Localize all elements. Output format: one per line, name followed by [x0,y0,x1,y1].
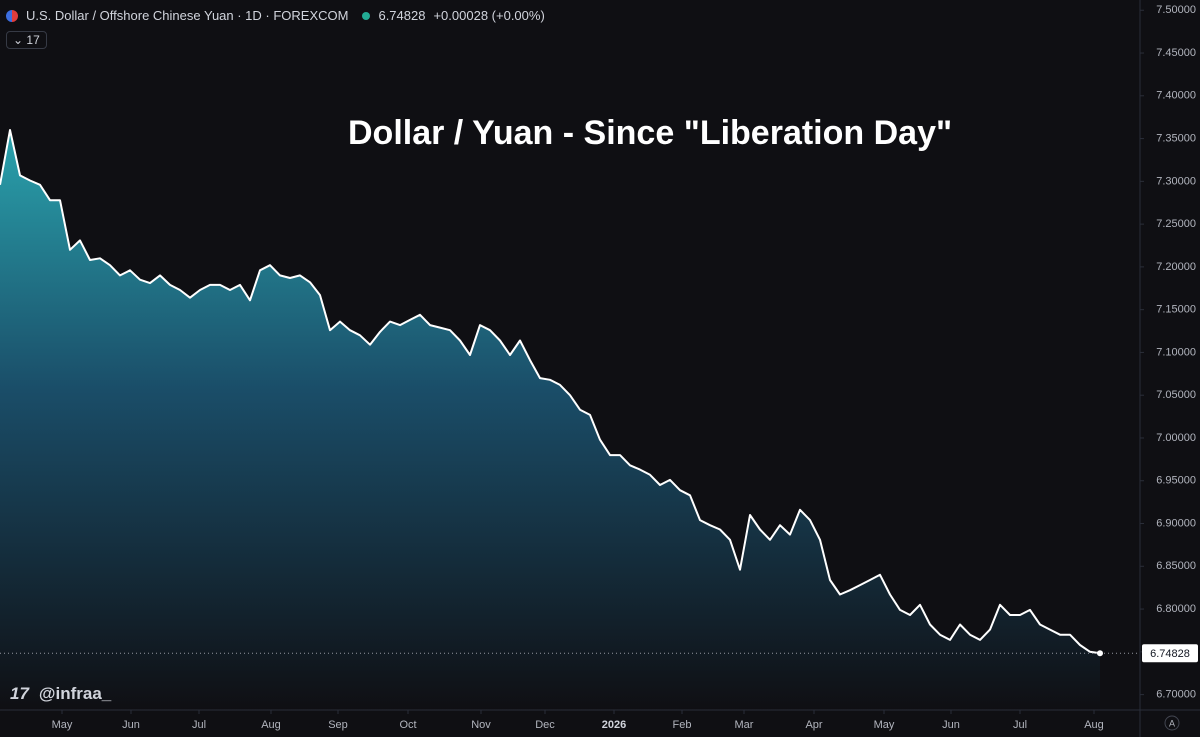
x-tick-label: Mar [735,719,754,731]
x-tick-label: Jun [122,719,140,731]
x-tick-label: Jul [192,719,206,731]
y-tick-label: 7.15000 [1156,304,1196,316]
price-line [0,129,1101,655]
x-tick-label: May [52,719,73,731]
y-tick-label: 6.95000 [1156,475,1196,487]
y-tick-label: 7.40000 [1156,90,1196,102]
x-tick-label: May [874,719,895,731]
last-price-label: 6.74828 [1150,648,1190,660]
chart-title: Dollar / Yuan - Since "Liberation Day" [348,114,953,152]
price-axis [1140,0,1200,737]
y-tick-label: 6.90000 [1156,517,1196,529]
watermark-handle: @infraa_ [38,684,112,703]
x-tick-label: Sep [328,719,348,731]
indicators-toggle[interactable]: ⌄ 17 [6,31,47,49]
x-tick-label: Aug [1084,719,1104,731]
y-tick-label: 7.05000 [1156,389,1196,401]
flag-icon [6,9,18,22]
x-tick-label: 2026 [602,719,626,731]
x-tick-label: Oct [399,719,416,731]
watermark: 17 @infraa_ [10,684,112,703]
y-tick-label: 7.00000 [1156,432,1196,444]
symbol-header: U.S. Dollar / Offshore Chinese Yuan · 1D… [6,8,545,23]
symbol[interactable]: U.S. Dollar / Offshore Chinese Yuan · 1D… [26,8,349,23]
y-tick-label: 7.30000 [1156,175,1196,187]
y-tick-label: 7.45000 [1156,47,1196,59]
y-tick-label: 6.80000 [1156,603,1196,615]
scale-mode[interactable]: A [1169,718,1175,728]
x-tick-label: Jul [1013,719,1027,731]
x-tick-label: Dec [535,719,555,731]
y-tick-label: 7.25000 [1156,218,1196,230]
x-tick-label: Feb [673,719,692,731]
indicator-count: 17 [26,33,40,47]
scale-button[interactable] [1164,715,1180,731]
y-tick-label: 7.10000 [1156,346,1196,358]
x-tick-label: Nov [471,719,491,731]
x-tick-label: Apr [805,719,822,731]
x-tick-label: Aug [261,719,281,731]
y-tick-label: 7.35000 [1156,132,1196,144]
price-change: +0.00028 (+0.00%) [433,8,545,23]
y-tick-label: 6.70000 [1156,689,1196,701]
last-price-tag [1142,644,1198,663]
status-dot [362,11,371,20]
x-tick-label: Jun [942,719,960,731]
last-price: 6.74828 [378,8,426,23]
y-tick-label: 7.20000 [1156,261,1196,273]
y-tick-label: 7.50000 [1156,4,1196,16]
last-point [1097,650,1103,657]
y-tick-label: 6.85000 [1156,560,1196,572]
area [0,130,1100,710]
